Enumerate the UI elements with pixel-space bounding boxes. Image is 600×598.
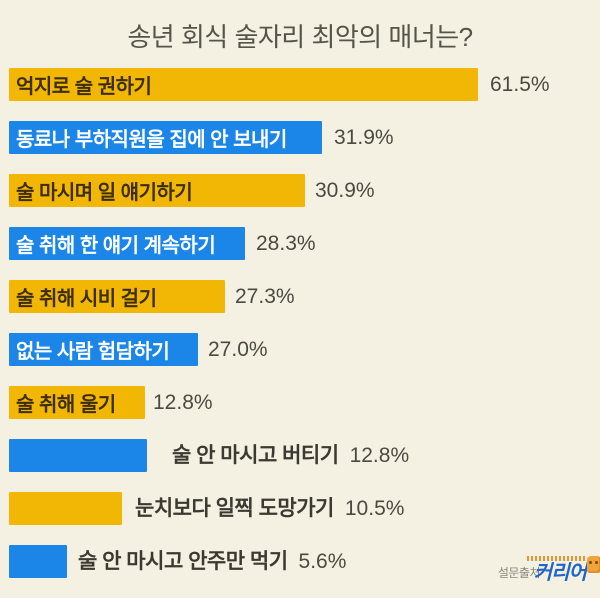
bar-value: 12.8% — [349, 444, 410, 467]
bar-chart: 억지로 술 권하기 61.5% 동료나 부하직원을 집에 안 보내기 31.9%… — [9, 68, 594, 598]
bar-value: 31.9% — [334, 126, 394, 149]
bar-label-inside: 술 취해 한 얘기 계속하기 — [16, 235, 216, 257]
bar-value: 61.5% — [490, 73, 550, 96]
bar-label-outside: 술 안 마시고 버티기 — [172, 444, 339, 467]
bar-row: 술 마시며 일 얘기하기 30.9% — [9, 174, 594, 207]
bar: 술 취해 한 얘기 계속하기 — [9, 227, 245, 260]
source-credit: 설문출처 커리어 — [438, 551, 600, 587]
source-prefix-label: 설문출처 — [497, 566, 541, 580]
bar-value: 12.8% — [153, 391, 213, 414]
bar-label-inside: 술 취해 울기 — [16, 394, 116, 416]
bar-value: 5.6% — [298, 550, 347, 573]
bar-value: 27.3% — [235, 285, 295, 308]
bar: 동료나 부하직원을 집에 안 보내기 — [9, 121, 322, 154]
bar-row: 없는 사람 험담하기 27.0% — [9, 333, 594, 366]
logo-slogan-micro-text — [527, 556, 585, 561]
bar-label-inside: 억지로 술 권하기 — [16, 76, 152, 98]
bar-label-inside: 술 마시며 일 얘기하기 — [16, 182, 193, 204]
bar-value: 30.9% — [315, 179, 375, 202]
bar-label-inside: 동료나 부하직원을 집에 안 보내기 — [16, 129, 287, 151]
bar-row: 술 안 마시고 안주만 먹기 5.6% — [9, 545, 594, 578]
bar: 술 취해 시비 걸기 — [9, 280, 225, 313]
bar-label-outside: 술 안 마시고 안주만 먹기 — [78, 550, 288, 573]
career-mascot-icon — [587, 556, 600, 573]
bar-value: 27.0% — [208, 338, 268, 361]
bar: 억지로 술 권하기 — [9, 68, 478, 101]
bar-row: 술 취해 시비 걸기 27.3% — [9, 280, 594, 313]
bar-value: 10.5% — [344, 497, 405, 520]
bar-label-inside: 술 취해 시비 걸기 — [16, 288, 157, 310]
bar-label-inside: 없는 사람 험담하기 — [16, 341, 170, 363]
bar — [9, 439, 147, 472]
bar — [9, 492, 122, 525]
career-logo: 커리어 — [533, 562, 587, 584]
bar: 술 마시며 일 얘기하기 — [9, 174, 305, 207]
bar — [9, 545, 67, 578]
chart-title: 송년 회식 술자리 최악의 매너는? — [127, 22, 473, 52]
bar-row: 동료나 부하직원을 집에 안 보내기 31.9% — [9, 121, 594, 154]
bar-row: 억지로 술 권하기 61.5% — [9, 68, 594, 101]
bar: 없는 사람 험담하기 — [9, 333, 198, 366]
bar-row: 술 안 마시고 버티기 12.8% — [9, 439, 594, 472]
bar: 술 취해 울기 — [9, 386, 145, 419]
bar-row: 눈치보다 일찍 도망가기 10.5% — [9, 492, 594, 525]
bar-row: 술 취해 한 얘기 계속하기 28.3% — [9, 227, 594, 260]
bar-label-outside: 눈치보다 일찍 도망가기 — [135, 497, 334, 520]
bar-row: 술 취해 울기 12.8% — [9, 386, 594, 419]
bar-value: 28.3% — [256, 232, 316, 255]
